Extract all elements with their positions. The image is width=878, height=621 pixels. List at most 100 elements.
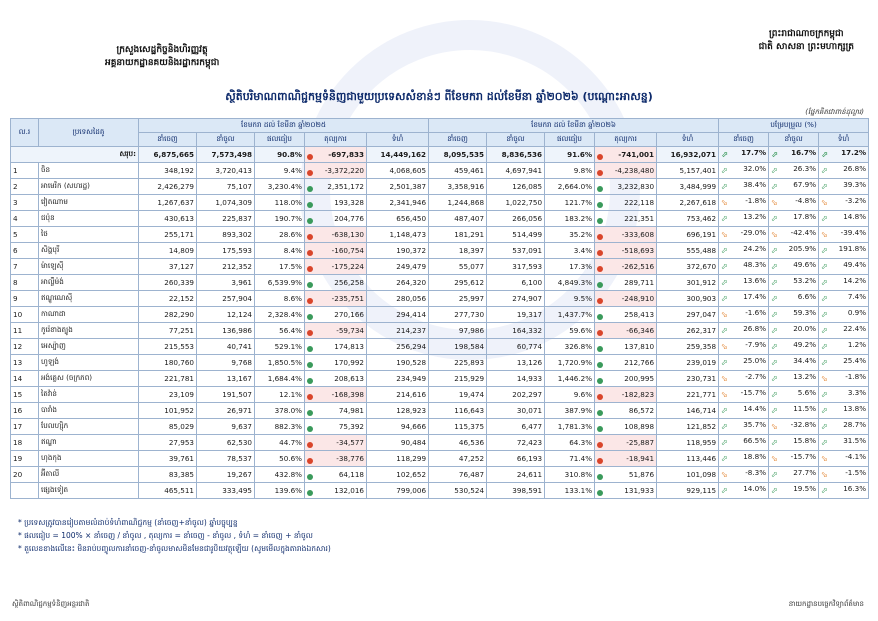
cell: 277,730 [428,306,488,323]
value: 66,193 [516,454,543,463]
cell: ⬀ 18.8% [718,450,770,467]
value: 5,157,401 [679,166,717,175]
value: 38.4% [743,179,767,189]
value: 118,299 [396,454,427,463]
col-period: ខែមករា ដល់ ខែមីនា ឆ្នាំ២០២៦ [428,118,720,133]
trend-arrow: ⬂ [721,373,728,383]
trend-arrow: ⬀ [721,213,728,223]
value: -18,941 [626,453,655,463]
value: 48.3% [743,259,767,269]
cell: 190,372 [365,242,430,259]
value: -4.8% [795,195,817,205]
value: 6,100 [521,278,543,287]
cell: 398,591 [486,482,546,499]
cell: 3,232,830 [594,178,658,195]
value: 164,332 [512,326,543,335]
value: 14.4% [743,403,767,413]
cell: 387.9% [544,402,596,419]
cell: 183.2% [544,210,596,227]
value: 1,850.5% [267,358,302,367]
cell: 19,474 [428,386,488,403]
trend-arrow: ⬀ [771,245,778,255]
cell: ⬂ -15.7% [768,450,820,467]
value: 44.7% [279,438,302,447]
value: 62,530 [226,438,252,447]
balance-dot [597,489,604,496]
value: 398,591 [512,486,543,495]
trend-arrow: ⬂ [771,453,778,463]
value: 221,771 [686,390,717,399]
cell: -182,823 [594,386,658,403]
balance-dot [307,377,313,384]
trend-arrow: ⬀ [821,213,828,223]
value: 12.1% [279,390,302,399]
cell: ⬀ 22.4% [818,322,870,339]
country-row: 1 ចិន 348,192 3,720,413 9.4% -3,372,220 4,068,… [10,162,870,179]
cell: 1,781.3% [544,418,596,435]
trend-arrow: ⬀ [821,261,828,271]
value: 25.0% [743,355,767,365]
cell: ⬀ 0.9% [818,306,870,323]
value: 51,876 [628,469,655,479]
cell: 108,898 [594,418,658,435]
cell: ⬀ 13.2% [768,370,820,387]
cell: 132,016 [304,482,367,499]
value: -3,372,220 [324,165,364,175]
value: 13.8% [843,403,867,413]
value: 17.5% [279,262,302,271]
col-sub: នាំចេញ [718,132,770,147]
cell: សិង្ហបុរី [38,242,139,259]
value: 60,774 [516,342,543,351]
trend-arrow: ⬀ [821,309,828,319]
balance-dot [597,281,604,288]
value: 6,875,665 [153,150,194,159]
col-sub: នាំចេញ [428,132,488,147]
value: 49.2% [793,339,817,349]
trend-arrow: ⬂ [721,389,728,399]
cell: ផ្សេងទៀត [38,482,139,499]
cell: 12.1% [254,386,305,403]
value: 30,071 [516,406,543,415]
trend-arrow: ⬂ [721,309,728,319]
cell: ⬀ 17.4% [718,290,770,307]
cell: ⬂ -1.6% [718,306,770,323]
trend-arrow: ⬂ [821,373,828,383]
cell: 85,029 [138,418,197,435]
value: 49.4% [843,259,867,269]
cell: 266,056 [486,210,546,227]
value: 289,711 [624,277,655,287]
value: 183.2% [564,214,593,223]
cell: -4,238,480 [594,162,658,179]
cell: 13,126 [486,354,546,371]
value: 17.8% [793,211,817,221]
trend-arrow: ⬂ [721,469,728,479]
cell: 6,539.9% [254,274,305,291]
cell: 146,714 [656,402,720,419]
value: 215,929 [454,374,485,383]
trend-arrow: ⬀ [721,485,728,495]
value: 1,244,868 [447,198,485,207]
value: 333,495 [222,486,252,495]
cell: 101,098 [656,466,720,483]
cell: 39,761 [138,450,197,467]
cell: 12,124 [196,306,255,323]
value: 28.7% [843,419,867,429]
balance-dot [597,329,604,336]
value: 72,423 [516,438,543,447]
value: 17.2% [841,147,867,157]
value: 20.0% [793,323,817,333]
cell: -697,833 [304,146,367,163]
value: 18,397 [458,246,485,255]
value: 9.4% [283,166,302,175]
value: 256,294 [396,342,427,351]
value: 198,584 [454,342,485,351]
balance-dot [597,361,604,368]
col-no: ល.រ [10,118,39,147]
cell: ⬀ 205.9% [768,242,820,259]
value: 215,553 [164,342,194,351]
value: 4,068,605 [389,166,427,175]
cell: ⬀ 13.6% [718,274,770,291]
value: 6,539.9% [267,278,302,287]
value: 64,118 [338,469,364,479]
value: -235,751 [331,293,364,303]
